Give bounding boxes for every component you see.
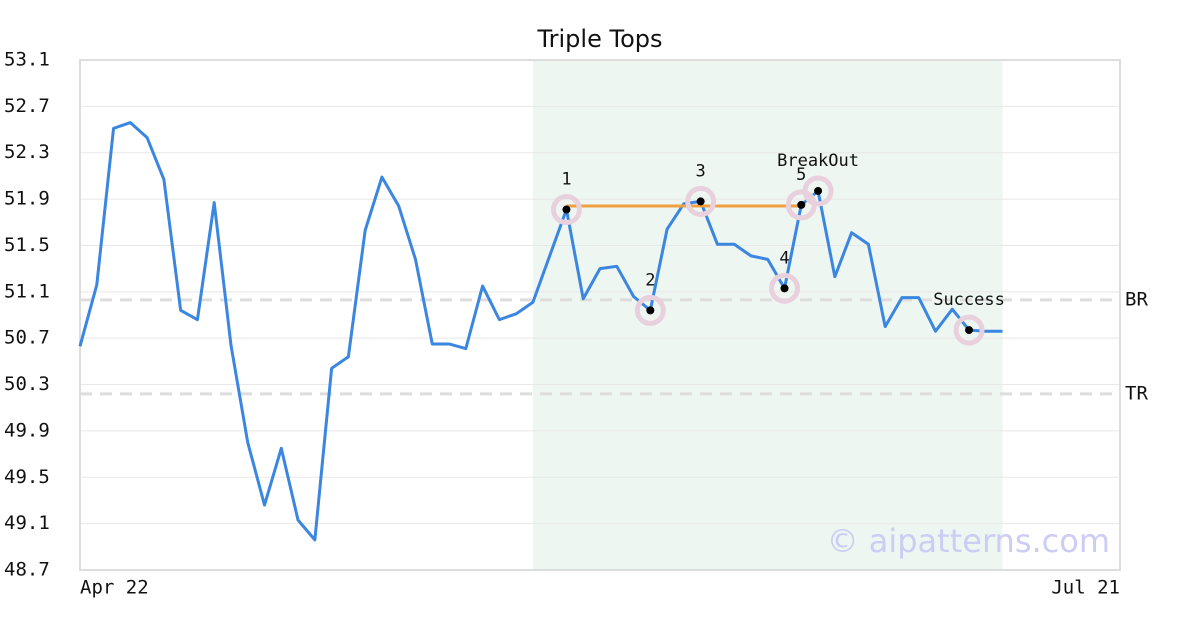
annotation-label: 2 (645, 270, 655, 290)
y-tick-label: 50.7 (4, 327, 50, 349)
annotation-label: 5 (796, 165, 806, 185)
y-tick-label: 49.5 (4, 466, 50, 488)
reference-label: BR (1125, 288, 1148, 310)
y-tick-label: 50.3 (4, 373, 50, 395)
point-dot (562, 205, 571, 214)
y-tick-label: 48.7 (4, 559, 50, 581)
annotation-label: 3 (696, 161, 706, 181)
chart-title: Triple Tops (537, 25, 663, 53)
point-halo (769, 272, 801, 304)
y-tick-label: 52.7 (4, 95, 50, 117)
point-dot (965, 326, 974, 335)
point-dot (797, 200, 806, 209)
annotation-label: 4 (779, 248, 789, 268)
point-halo (802, 175, 834, 207)
point-dot (646, 306, 655, 315)
annotation-label: Success (933, 290, 1005, 310)
x-tick-label: Apr 22 (80, 577, 149, 599)
point-dot (696, 197, 705, 206)
plot-frame (79, 59, 1121, 571)
point-halo (685, 185, 717, 217)
y-tick-label: 53.1 (4, 49, 50, 71)
price-line (78, 121, 1003, 542)
pattern-span (532, 60, 1003, 570)
y-tick-label: 51.5 (4, 234, 50, 256)
y-tick-label: 52.3 (4, 141, 50, 163)
y-tick-label: 49.9 (4, 419, 50, 441)
point-halo (953, 314, 985, 346)
watermark: © aipatterns.com (827, 522, 1110, 560)
x-tick-label: Jul 21 (1051, 577, 1120, 599)
y-tick-label: 49.1 (4, 512, 50, 534)
y-tick-label: 51.9 (4, 188, 50, 210)
y-tick-label: 51.1 (4, 280, 50, 302)
point-dot (780, 284, 789, 293)
point-halo (634, 294, 666, 326)
reference-label: TR (1125, 382, 1148, 404)
point-halo (550, 194, 582, 226)
annotation-label: BreakOut (777, 151, 859, 171)
annotation-label: 1 (561, 170, 571, 190)
point-dot (814, 186, 823, 195)
